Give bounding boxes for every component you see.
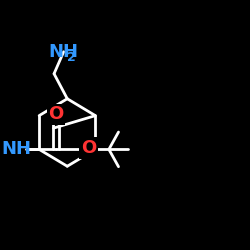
- Text: 2: 2: [67, 51, 76, 64]
- Text: NH: NH: [49, 43, 79, 61]
- Text: O: O: [48, 106, 64, 123]
- Text: NH: NH: [1, 140, 31, 158]
- Text: O: O: [81, 139, 96, 157]
